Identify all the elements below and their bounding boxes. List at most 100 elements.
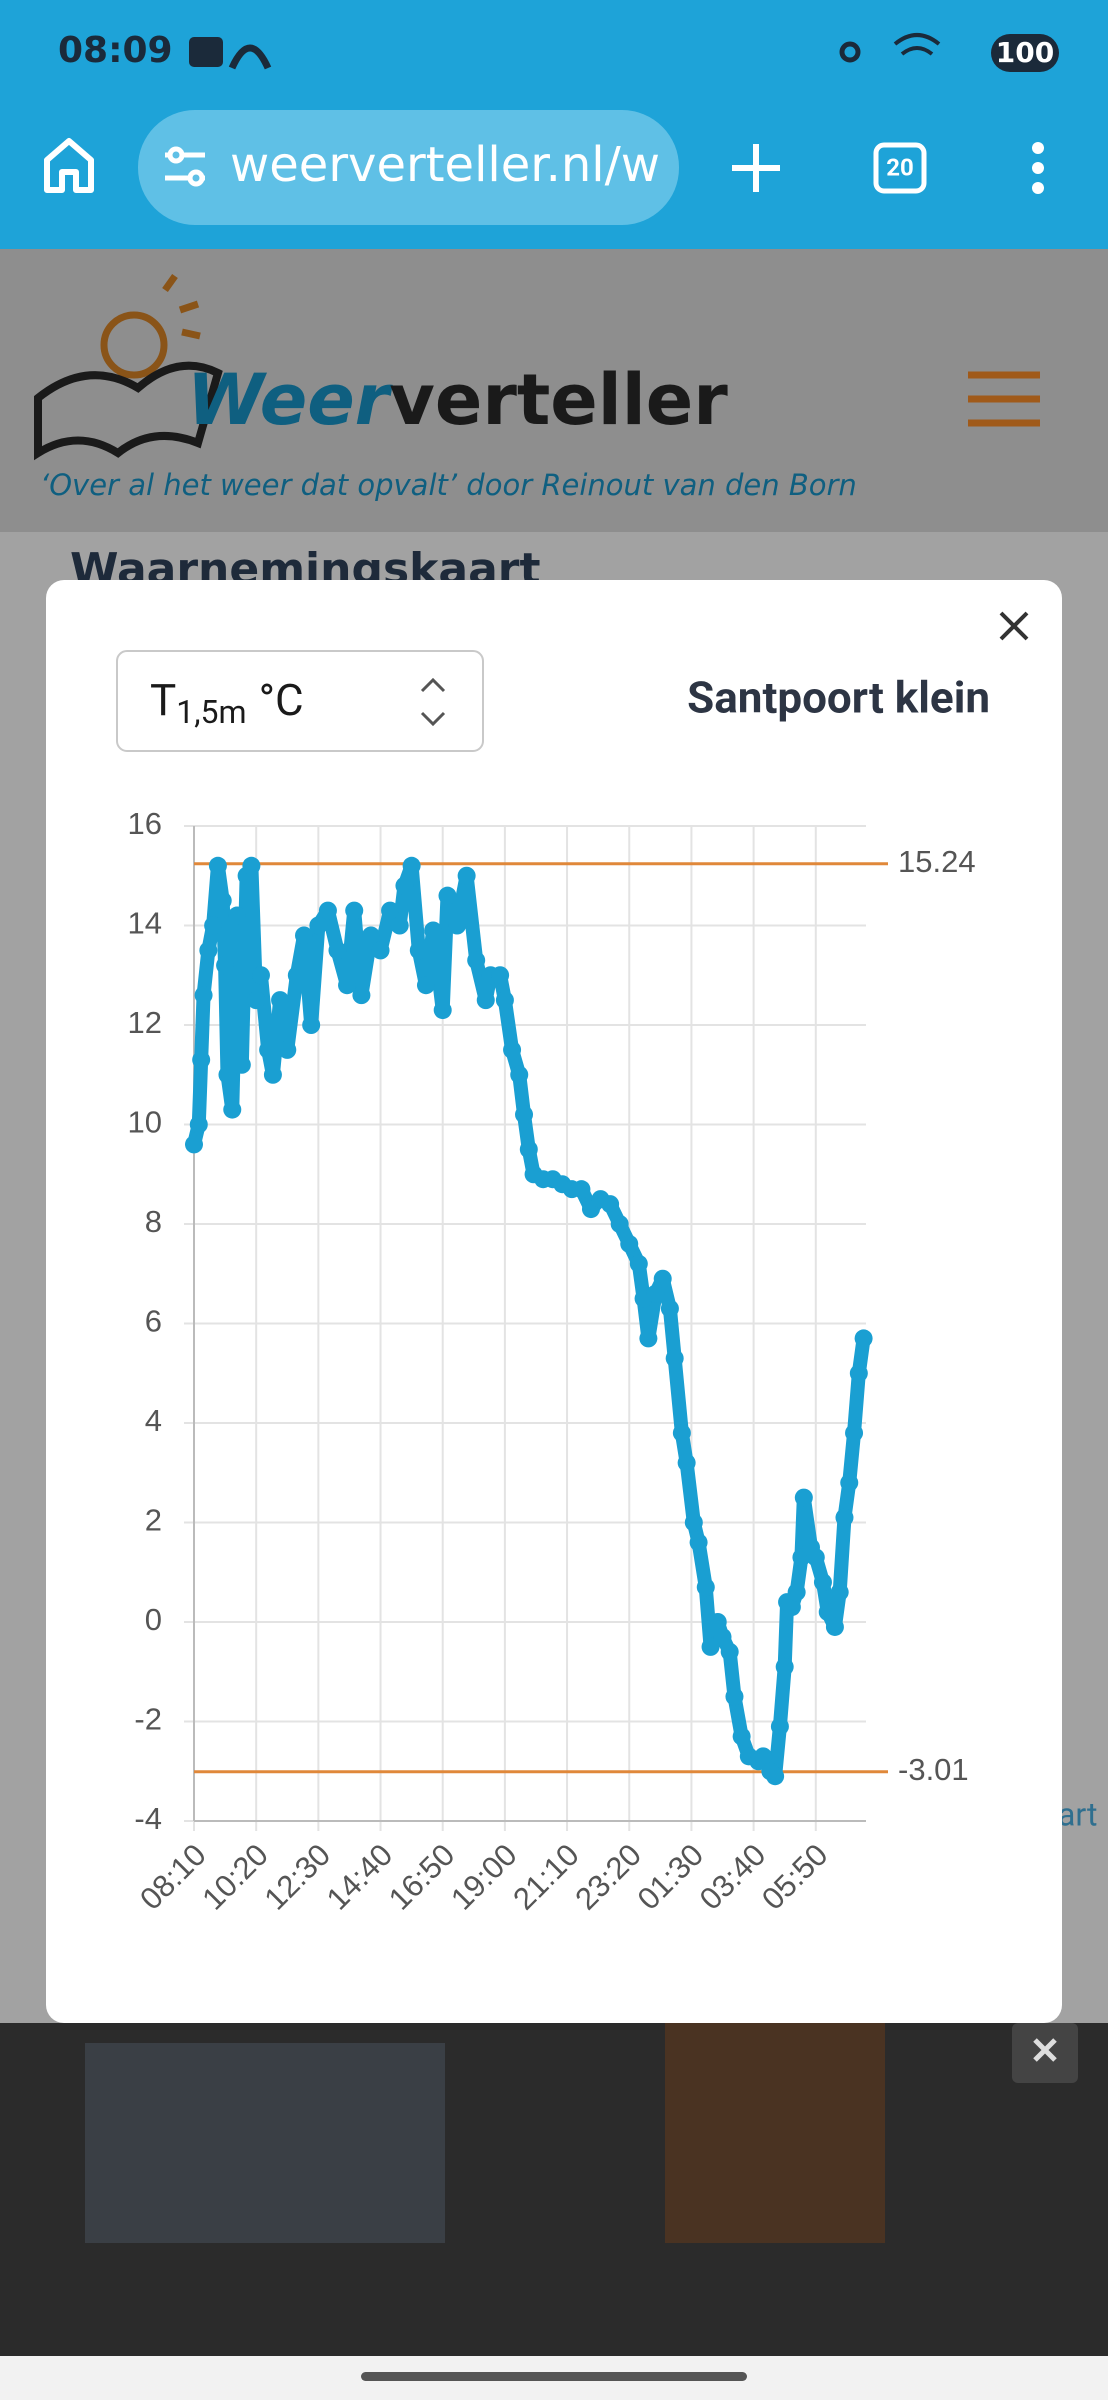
battery-level: 100 — [996, 36, 1054, 69]
data-point — [390, 916, 409, 935]
data-point — [677, 1453, 696, 1472]
data-point — [213, 891, 232, 910]
y-tick-label: 14 — [128, 906, 162, 941]
url-bar[interactable] — [138, 110, 679, 225]
data-point — [766, 1767, 785, 1786]
data-point — [840, 1473, 859, 1492]
data-point — [371, 941, 390, 960]
tabs-button[interactable] — [873, 142, 927, 194]
data-point — [199, 941, 218, 960]
data-point — [228, 906, 247, 925]
ad-image[interactable] — [665, 2023, 885, 2243]
data-point — [185, 1135, 203, 1154]
data-point — [653, 1269, 672, 1288]
select-sub: 1,5m — [176, 693, 246, 731]
y-tick-label: 16 — [128, 806, 162, 841]
data-point — [424, 921, 443, 940]
data-point — [754, 1747, 773, 1766]
data-point — [725, 1687, 744, 1706]
select-unit: °C — [259, 674, 304, 726]
key-icon — [839, 41, 861, 63]
side-text: art — [1058, 1795, 1098, 1833]
data-point — [218, 1065, 237, 1084]
station-name: Santpoort klein — [687, 672, 990, 724]
data-point — [510, 1065, 529, 1084]
ad-image[interactable] — [85, 2043, 445, 2243]
close-button[interactable] — [999, 611, 1029, 641]
y-tick-label: 2 — [145, 1503, 162, 1538]
data-point — [825, 1617, 844, 1636]
data-point — [672, 1423, 691, 1442]
data-point — [328, 941, 347, 960]
data-point — [208, 856, 227, 875]
data-point — [448, 916, 467, 935]
url-text[interactable]: weerverteller.nl/wa — [230, 137, 689, 193]
logo-part: verteller — [389, 359, 728, 441]
data-point — [467, 951, 486, 970]
data-point — [216, 956, 235, 975]
logo-text: Weerverteller — [187, 359, 728, 441]
data-point — [775, 1657, 794, 1676]
data-point — [601, 1195, 620, 1214]
data-point — [352, 986, 371, 1005]
data-point — [381, 901, 400, 920]
data-point — [708, 1613, 727, 1631]
y-tick-label: 10 — [128, 1105, 162, 1140]
y-tick-label: 6 — [145, 1304, 162, 1339]
data-point — [438, 886, 457, 905]
data-point — [361, 926, 380, 945]
data-point — [845, 1423, 864, 1442]
data-point — [639, 1329, 658, 1348]
reference-label: 15.24 — [898, 844, 976, 879]
data-point — [302, 1016, 321, 1034]
y-tick-label: 8 — [145, 1204, 162, 1239]
data-point — [818, 1603, 837, 1622]
ad-close-icon — [1033, 2038, 1057, 2062]
new-tab-button[interactable] — [732, 144, 780, 192]
data-point — [806, 1548, 825, 1567]
data-point — [433, 1001, 452, 1020]
data-point — [787, 1583, 806, 1602]
select-base: T — [150, 674, 176, 726]
data-point — [503, 1040, 522, 1059]
data-point — [770, 1717, 789, 1736]
home-handle[interactable] — [361, 2372, 747, 2381]
data-point — [278, 1040, 297, 1059]
variable-select[interactable] — [116, 650, 484, 752]
menu-button[interactable] — [1032, 142, 1044, 194]
data-point — [665, 1349, 684, 1368]
data-point — [247, 991, 266, 1010]
data-point — [660, 1299, 679, 1318]
data-point — [259, 1040, 278, 1059]
data-point — [395, 876, 414, 895]
y-tick-label: -4 — [134, 1801, 162, 1836]
logo — [34, 273, 223, 461]
data-point — [223, 1100, 242, 1119]
data-point — [457, 866, 476, 885]
home-button[interactable] — [44, 138, 94, 193]
data-point — [794, 1488, 813, 1507]
logo-part: Weer — [187, 359, 394, 441]
data-point — [251, 966, 270, 985]
data-point — [318, 901, 337, 920]
data-point — [271, 991, 290, 1010]
data-point — [295, 926, 314, 945]
data-point — [402, 856, 421, 875]
data-point — [854, 1329, 873, 1348]
hamburger-menu[interactable] — [968, 371, 1040, 427]
tagline: ‘Over al het weer dat opvalt’ door Reino… — [40, 468, 857, 502]
y-tick-label: 12 — [128, 1005, 162, 1040]
data-point — [646, 1284, 665, 1303]
data-point — [515, 1105, 534, 1124]
wifi-icon — [893, 33, 941, 56]
data-point — [701, 1637, 720, 1656]
y-tick-label: 0 — [145, 1602, 162, 1637]
data-point — [830, 1583, 849, 1602]
data-point — [849, 1364, 868, 1383]
ad-icon — [189, 37, 223, 67]
site-settings-icon[interactable] — [165, 146, 205, 187]
data-point — [476, 991, 495, 1010]
data-point — [610, 1215, 629, 1233]
